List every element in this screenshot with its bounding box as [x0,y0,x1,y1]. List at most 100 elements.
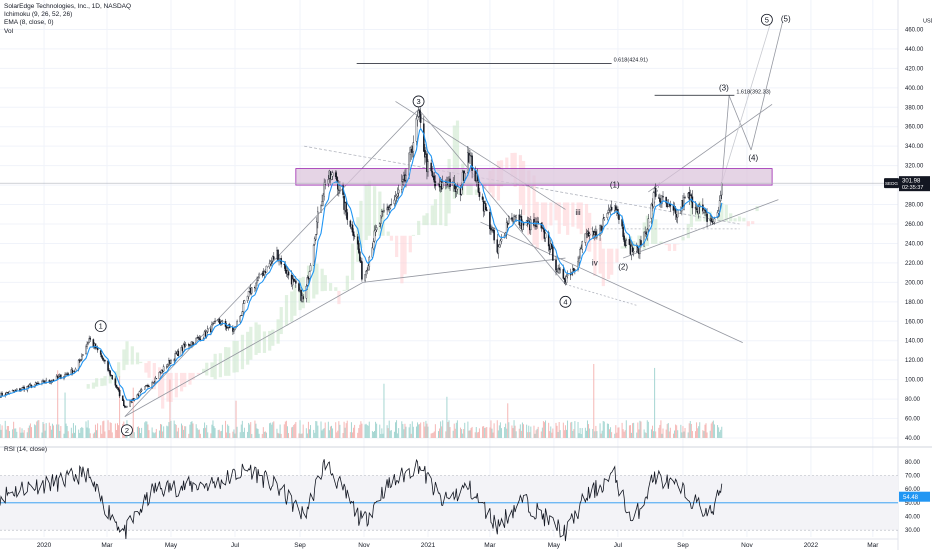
volume-bar [316,421,317,438]
volume-bar [88,420,89,438]
volume-bar [661,434,662,438]
wave-label[interactable]: iv [592,259,598,268]
wave-label[interactable]: 4 [563,297,567,306]
cloud-segment [425,213,428,225]
legend-ichimoku[interactable]: Ichimoku (9, 26, 52, 26) [4,11,131,19]
volume-bar [307,433,308,438]
volume-bar [153,432,154,438]
wave-label[interactable]: (5) [781,14,791,23]
volume-bar [514,420,515,438]
volume-bar [16,432,17,438]
volume-bar [204,423,205,438]
lower-channel-line[interactable] [363,258,565,282]
candle-body [144,387,145,390]
cloud-segment [563,202,566,226]
candle-body [624,236,625,242]
cloud-segment [555,202,558,220]
legend-symbol[interactable]: SolarEdge Technologies, Inc., 1D, NASDAQ [4,3,131,11]
volume-bar [390,431,391,438]
legend-ema[interactable]: EMA (8, close, 0) [4,19,131,27]
volume-bar [147,424,148,438]
volume-bar [116,430,117,438]
volume-bar [96,430,97,438]
volume-bar [497,420,498,438]
volume-bar [461,429,462,438]
candle-body [397,193,398,196]
volume-bar [226,432,227,438]
wave-label[interactable]: 5 [765,15,769,24]
volume-bar [572,431,573,438]
wave-label[interactable]: 2 [125,426,129,435]
cloud-segment [571,202,574,226]
cloud-segment [324,275,327,291]
volume-bar [154,433,155,438]
volume-bar [350,432,351,438]
legend-volume[interactable]: Vol [4,28,131,36]
volume-bar [145,421,146,438]
cloud-segment [738,216,741,221]
volume-bar [475,432,476,438]
candle-body [489,212,490,229]
wave-label[interactable]: (1) [610,181,620,190]
candle-body [100,350,101,354]
time-tick-label: May [165,542,178,549]
volume-bar [549,431,550,438]
volume-bar [19,427,20,438]
candle-body [376,227,377,229]
resistance-box[interactable] [296,169,772,186]
volume-bar [198,430,199,438]
wave-label[interactable]: 1 [99,322,103,331]
projection-line[interactable] [565,284,637,305]
volume-bar [250,422,251,438]
volume-bar [515,426,516,438]
trend-drawings[interactable]: 0.618(424.91)1.618(392.33) [125,18,783,417]
volume-bar [526,425,527,438]
volume-bar [322,430,323,438]
cloud-segment [241,335,244,369]
volume-bar [482,427,483,438]
wave-labels[interactable]: 1 2 3 4 5 (1) (2) (3) (4) (5) iii iv [95,14,791,435]
volume-bars [0,364,722,438]
cloud-segment [544,202,547,229]
candle-body [659,198,660,201]
candle-body [604,217,605,219]
volume-bar [159,431,160,438]
volume-bar [380,434,381,438]
volume-bar [284,424,285,438]
volume-bar [294,424,295,438]
volume-bar [306,428,307,438]
rsi-title[interactable]: RSI (14, close) [4,446,47,453]
volume-bar [184,426,185,438]
volume-bar [670,428,671,438]
candle-body [298,283,299,291]
wave-label[interactable]: (3) [719,83,729,92]
time-tick-label: Sep [677,542,689,549]
volume-bar [9,431,10,438]
candle-body [420,114,421,123]
volume-bar [604,422,605,438]
volume-bar [680,425,681,438]
volume-bar [401,421,402,438]
wave-label[interactable]: iii [575,208,581,217]
volume-bar [335,422,336,438]
candle-body [107,361,108,371]
wave-label[interactable]: 3 [416,97,420,106]
volume-bar [71,428,72,438]
volume-bar [352,432,353,438]
projection-wave-5[interactable] [751,22,782,150]
wave-label[interactable]: (4) [748,153,758,162]
wave-label[interactable]: (2) [618,262,628,271]
volume-bar [221,431,222,438]
candle-body [479,192,480,196]
volume-bar [162,431,163,438]
volume-bar [266,433,267,438]
volume-bar [374,431,375,438]
resistance-zone[interactable] [296,169,772,186]
volume-bar [559,422,560,438]
volume-bar [185,426,186,438]
volume-bar [38,420,39,438]
volume-bar [41,433,42,438]
candle-body [207,329,208,332]
volume-bar [200,434,201,438]
cloud-segment [337,291,340,304]
